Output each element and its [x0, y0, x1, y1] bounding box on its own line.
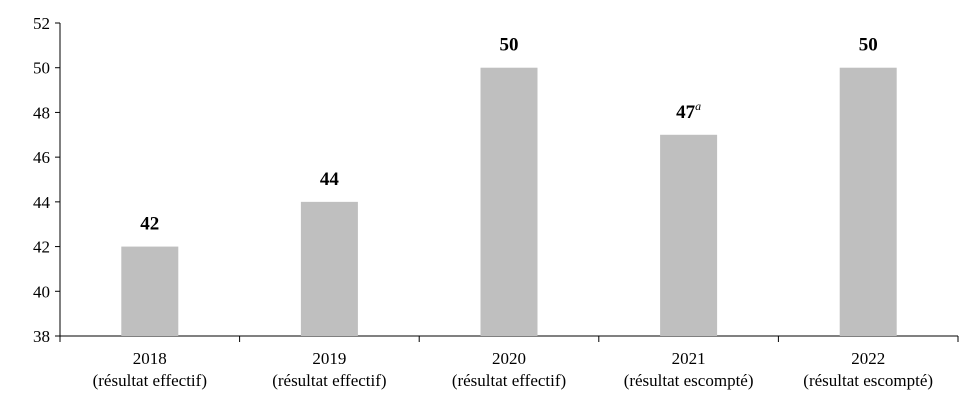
- x-tick-label: 2021: [672, 349, 706, 368]
- data-label: 50: [500, 35, 519, 56]
- data-labels: 42 44 50 47a 50: [140, 35, 877, 235]
- y-tick-label: 52: [33, 14, 50, 33]
- y-axis: 38 40 42 44 46 48 50 52: [33, 14, 61, 346]
- bar: [300, 201, 358, 336]
- y-tick-label: 48: [33, 103, 50, 122]
- bar: [839, 67, 897, 336]
- bar: [121, 246, 179, 336]
- bar: [660, 134, 718, 336]
- x-tick-label: (résultat effectif): [272, 371, 386, 390]
- x-tick-label: 2018: [133, 349, 167, 368]
- y-tick-label: 44: [33, 193, 51, 212]
- x-tick-label: (résultat effectif): [452, 371, 566, 390]
- bars: [121, 67, 897, 336]
- x-tick-label: (résultat escompté): [803, 371, 933, 390]
- data-label: 47a: [676, 99, 701, 123]
- x-tick-label: 2022: [851, 349, 885, 368]
- y-tick-label: 40: [33, 282, 50, 301]
- x-tick-label: (résultat effectif): [93, 371, 207, 390]
- data-label: 42: [140, 214, 159, 235]
- x-tick-label: 2020: [492, 349, 526, 368]
- y-tick-label: 50: [33, 59, 50, 78]
- y-tick-label: 46: [33, 148, 50, 167]
- bar: [480, 67, 538, 336]
- x-tick-label: (résultat escompté): [624, 371, 754, 390]
- x-axis: 2018 (résultat effectif) 2019 (résultat eff…: [59, 335, 959, 390]
- data-label: 44: [320, 169, 340, 190]
- y-tick-label: 42: [33, 238, 50, 257]
- y-tick-label: 38: [33, 327, 50, 346]
- data-label-footnote-marker: a: [695, 99, 701, 113]
- x-tick-label: 2019: [312, 349, 346, 368]
- data-label: 50: [859, 35, 878, 56]
